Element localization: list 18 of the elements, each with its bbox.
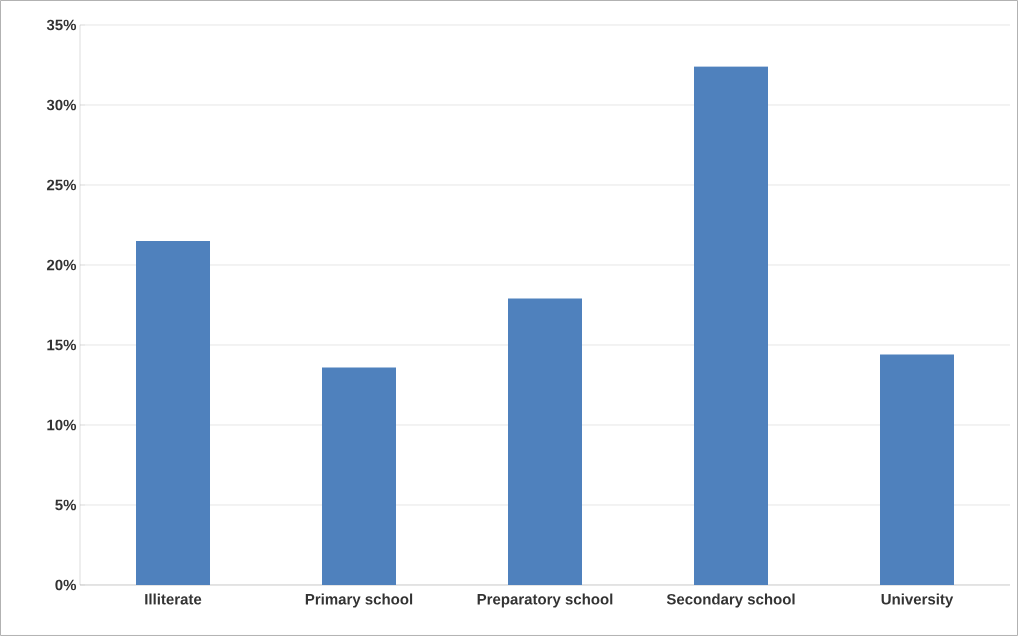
y-tick-label: 25% — [46, 179, 77, 191]
x-tick-label: University — [881, 593, 954, 608]
x-tick-label: Illiterate — [145, 593, 202, 605]
y-tick-label: 15% — [47, 339, 77, 351]
y-tick-label: 10% — [47, 419, 77, 431]
bar — [508, 298, 582, 585]
y-tick-label: 35% — [46, 19, 77, 31]
y-tick-label: 0% — [55, 579, 77, 591]
bar — [694, 66, 768, 585]
x-tick-label: Primary school — [305, 593, 413, 608]
bar — [880, 354, 954, 585]
y-tick-label: 5% — [55, 499, 77, 511]
y-tick-label: 20% — [46, 259, 77, 271]
x-tick-label: Secondary school — [666, 593, 795, 608]
bar — [322, 367, 396, 585]
y-tick-label: 30% — [46, 99, 77, 111]
x-tick-label: Preparatory school — [477, 593, 613, 608]
bar — [136, 240, 211, 585]
